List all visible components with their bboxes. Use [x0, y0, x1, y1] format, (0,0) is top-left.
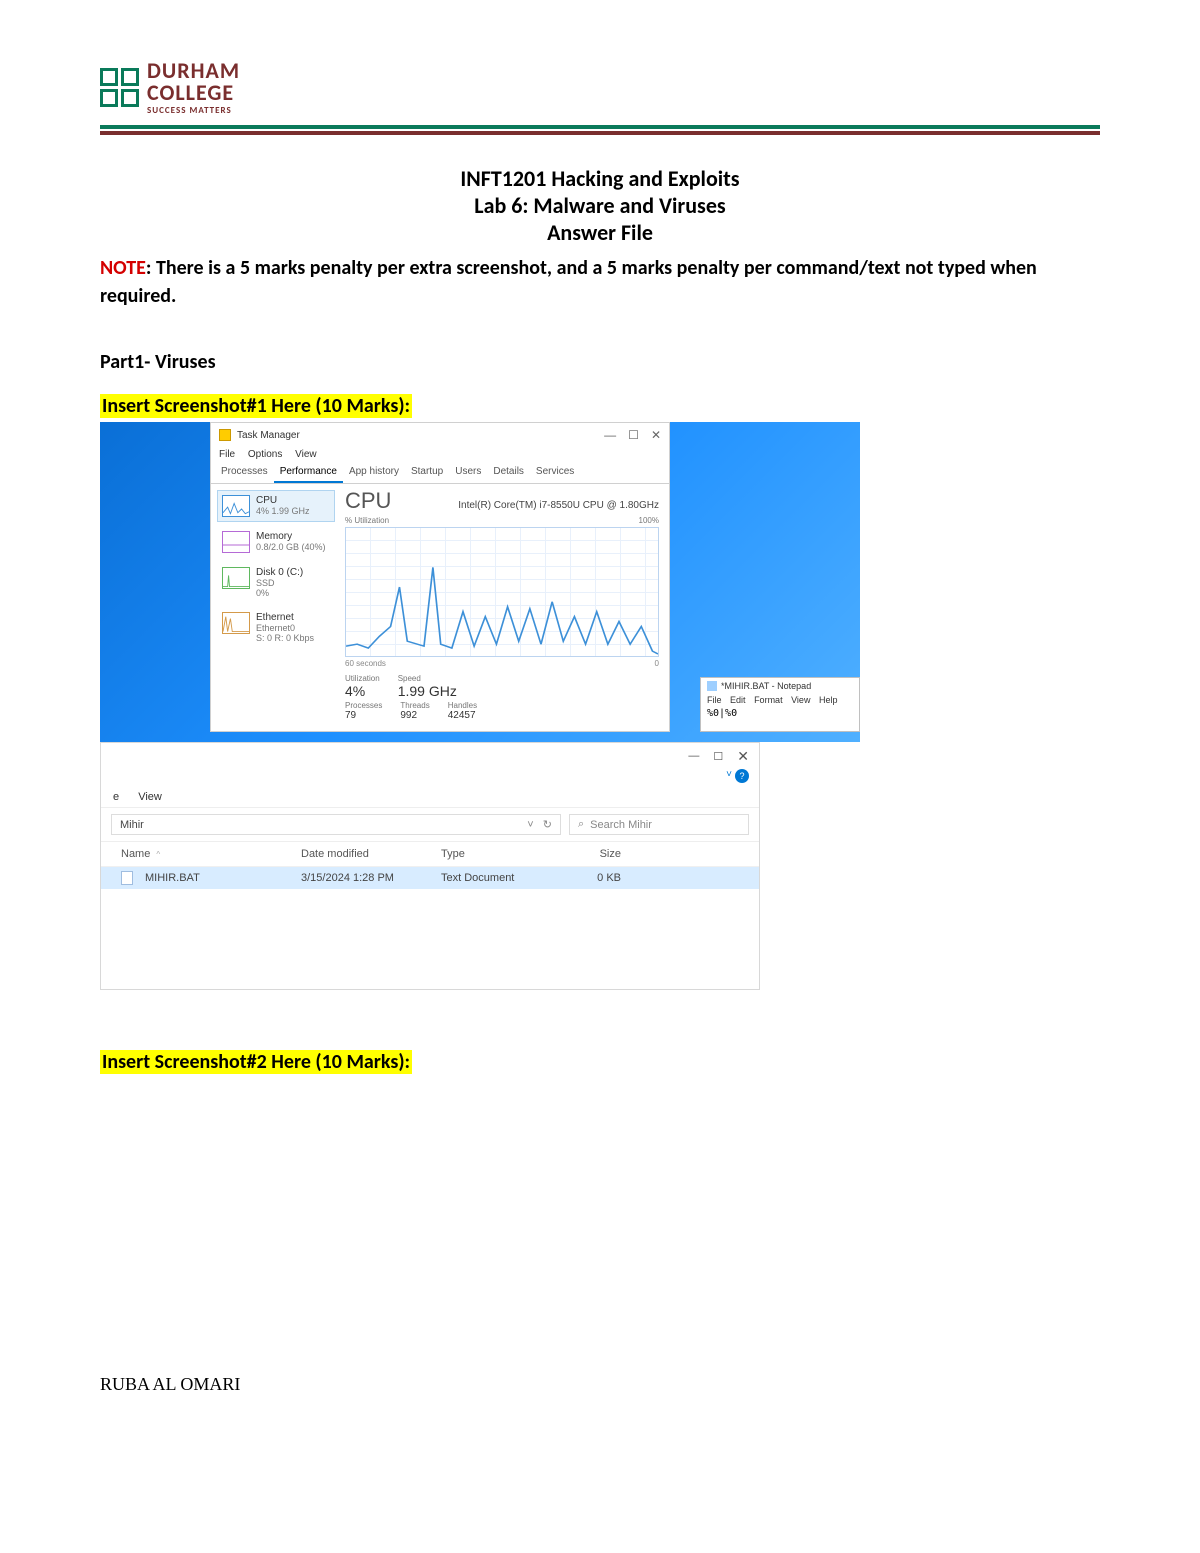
file-date: 3/15/2024 1:28 PM — [301, 872, 441, 884]
np-menu-help[interactable]: Help — [819, 695, 838, 705]
np-menu-view[interactable]: View — [791, 695, 810, 705]
notepad-window: *MIHIR.BAT - Notepad File Edit Format Vi… — [700, 677, 860, 732]
stat-processes: 79 — [345, 710, 382, 721]
notepad-icon — [707, 681, 717, 691]
file-name: MIHIR.BAT — [145, 872, 200, 884]
cpu-graph — [345, 527, 659, 657]
search-placeholder: Search Mihir — [590, 819, 652, 831]
y-axis-right: 100% — [639, 516, 659, 525]
file-size: 0 KB — [561, 872, 621, 884]
help-icon[interactable]: ? — [735, 769, 749, 783]
perf-sidebar: CPU4% 1.99 GHz Memory0.8/2.0 GB (40%) Di… — [211, 484, 341, 724]
col-size[interactable]: Size — [561, 848, 621, 860]
cpu-description: Intel(R) Core(TM) i7-8550U CPU @ 1.80GHz — [458, 500, 659, 511]
exp-close[interactable]: ✕ — [737, 748, 749, 765]
search-box[interactable]: ⌕ Search Mihir — [569, 814, 749, 835]
stat-threads: 992 — [400, 710, 429, 721]
college-logo: DURHAM COLLEGE SUCCESS MATTERS — [100, 60, 1100, 115]
col-type[interactable]: Type — [441, 848, 561, 860]
cpu-graph-line — [346, 567, 658, 654]
stat-handles: 42457 — [448, 710, 477, 721]
explorer-window: — ☐ ✕ ˅ ? e View Mihir ˅ ↻ ⌕ Search Mihi… — [100, 742, 760, 990]
menu-options[interactable]: Options — [248, 449, 282, 460]
divider-maroon — [100, 131, 1100, 135]
tab-services[interactable]: Services — [530, 462, 580, 483]
minimize-button[interactable]: — — [604, 428, 616, 442]
file-row[interactable]: MIHIR.BAT 3/15/2024 1:28 PM Text Documen… — [101, 867, 759, 889]
perf-tile-disk[interactable]: Disk 0 (C:)SSD0% — [217, 562, 335, 603]
screenshot1-container: Task Manager — ☐ ✕ File Options View Pro… — [100, 422, 860, 742]
search-icon: ⌕ — [578, 818, 584, 831]
y-axis-left: % Utilization — [345, 516, 389, 525]
np-menu-edit[interactable]: Edit — [730, 695, 746, 705]
part1-heading: Part1- Viruses — [100, 350, 1100, 374]
tab-users[interactable]: Users — [449, 462, 487, 483]
tab-startup[interactable]: Startup — [405, 462, 449, 483]
tab-performance[interactable]: Performance — [274, 462, 343, 483]
np-menu-file[interactable]: File — [707, 695, 722, 705]
task-manager-window: Task Manager — ☐ ✕ File Options View Pro… — [210, 422, 670, 732]
address-bar[interactable]: Mihir ˅ ↻ — [111, 814, 561, 835]
perf-tile-memory[interactable]: Memory0.8/2.0 GB (40%) — [217, 526, 335, 558]
maximize-button[interactable]: ☐ — [628, 428, 639, 442]
doc-title-2: Lab 6: Malware and Viruses — [100, 192, 1100, 219]
exp-minimize[interactable]: — — [688, 750, 699, 762]
notepad-content[interactable]: %0|%0 — [701, 706, 859, 721]
x-axis-right: 0 — [655, 659, 659, 668]
col-name[interactable]: Name — [121, 848, 150, 860]
note-label: NOTE — [100, 256, 146, 280]
notepad-title: *MIHIR.BAT - Notepad — [721, 681, 811, 691]
np-menu-format[interactable]: Format — [754, 695, 783, 705]
logo-squares-icon — [100, 68, 139, 107]
ribbon-e[interactable]: e — [113, 791, 119, 803]
footer-author: RUBA AL OMARI — [100, 1374, 1100, 1395]
note-text: : There is a 5 marks penalty per extra s… — [100, 256, 1037, 308]
doc-title-1: INFT1201 Hacking and Exploits — [100, 165, 1100, 192]
tab-details[interactable]: Details — [487, 462, 530, 483]
task-manager-title: Task Manager — [237, 430, 300, 441]
text-file-icon — [121, 871, 133, 885]
logo-line2: COLLEGE — [147, 82, 240, 104]
stat-speed: 1.99 GHz — [398, 683, 457, 699]
col-date[interactable]: Date modified — [301, 848, 441, 860]
note-line: NOTE: There is a 5 marks penalty per ext… — [100, 254, 1100, 310]
menu-view[interactable]: View — [295, 449, 317, 460]
cpu-heading: CPU — [345, 488, 391, 514]
task-manager-menu: File Options View — [211, 447, 669, 462]
close-button[interactable]: ✕ — [651, 428, 661, 442]
divider-green — [100, 125, 1100, 129]
task-manager-tabs: Processes Performance App history Startu… — [211, 462, 669, 484]
ribbon-view[interactable]: View — [138, 791, 162, 803]
perf-tile-cpu[interactable]: CPU4% 1.99 GHz — [217, 490, 335, 522]
exp-maximize[interactable]: ☐ — [713, 750, 723, 763]
logo-tagline: SUCCESS MATTERS — [147, 106, 240, 115]
file-type: Text Document — [441, 872, 561, 884]
task-manager-icon — [219, 429, 231, 441]
column-headers: Name^ Date modified Type Size — [101, 842, 759, 867]
x-axis-left: 60 seconds — [345, 659, 386, 668]
perf-main: CPU Intel(R) Core(TM) i7-8550U CPU @ 1.8… — [341, 484, 669, 724]
perf-tile-ethernet[interactable]: EthernetEthernet0S: 0 R: 0 Kbps — [217, 607, 335, 648]
screenshot1-label: Insert Screenshot#1 Here (10 Marks): — [100, 394, 412, 418]
tab-apphistory[interactable]: App history — [343, 462, 405, 483]
doc-title-3: Answer File — [100, 219, 1100, 246]
screenshot2-label: Insert Screenshot#2 Here (10 Marks): — [100, 1050, 412, 1074]
tab-processes[interactable]: Processes — [215, 462, 274, 483]
menu-file[interactable]: File — [219, 449, 235, 460]
stat-utilization: 4% — [345, 683, 380, 699]
